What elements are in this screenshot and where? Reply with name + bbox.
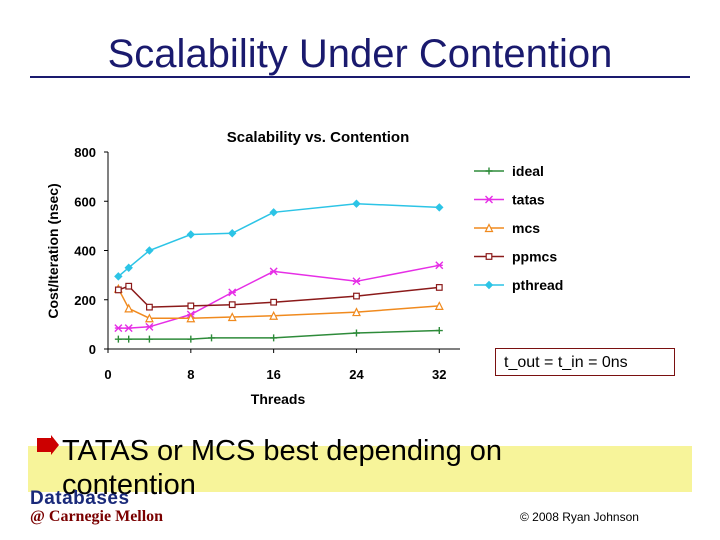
data-point-pthread xyxy=(114,272,123,281)
legend-marker-ideal xyxy=(485,167,493,175)
data-point-tatas xyxy=(228,288,237,297)
slide-title: Scalability Under Contention xyxy=(107,32,613,76)
legend-label-mcs: mcs xyxy=(512,220,540,236)
data-point-mcs xyxy=(124,303,134,313)
logo-cmu-text: @ Carnegie Mellon xyxy=(30,508,164,525)
data-point-pthread xyxy=(124,263,133,272)
data-point-pthread xyxy=(269,208,278,217)
data-point-pthread xyxy=(228,229,237,238)
legend-label-pthread: pthread xyxy=(512,277,563,293)
data-point-ideal xyxy=(125,335,133,343)
data-point-pthread xyxy=(435,203,444,212)
series-line-ppmcs xyxy=(118,285,440,308)
y-tick-label: 600 xyxy=(74,194,96,209)
x-tick-label: 32 xyxy=(432,367,446,382)
data-point-pthread xyxy=(186,230,196,239)
data-point-ppmcs xyxy=(270,298,278,306)
data-point-ideal xyxy=(114,335,122,343)
data-point-ppmcs xyxy=(228,301,236,309)
data-point-ppmcs xyxy=(435,284,443,291)
legend-label-ideal: ideal xyxy=(512,163,544,179)
data-point-ppmcs xyxy=(146,303,153,311)
data-point-ppmcs xyxy=(187,302,195,310)
y-tick-label: 0 xyxy=(89,342,96,357)
series-line-pthread xyxy=(117,202,440,277)
x-tick-label: 24 xyxy=(349,367,364,382)
y-tick-label: 400 xyxy=(74,244,96,259)
legend-marker-tatas xyxy=(485,195,493,204)
series-line-mcs xyxy=(117,288,440,319)
data-point-mcs xyxy=(434,301,444,311)
data-point-mcs xyxy=(186,313,196,323)
legend-marker-mcs xyxy=(484,223,494,233)
bullet-text: TATAS or MCS best depending on contentio… xyxy=(62,435,503,501)
data-point-ppmcs xyxy=(114,286,122,294)
data-point-tatas xyxy=(435,261,444,270)
y-tick-label: 200 xyxy=(74,293,96,308)
y-tick-label: 800 xyxy=(74,145,96,160)
title-underline xyxy=(30,76,690,78)
chart-title: Scalability vs. Contention xyxy=(227,129,410,146)
legend-label-tatas: tatas xyxy=(512,192,545,208)
y-axis-label: Cost/Iteration (nsec) xyxy=(45,183,61,318)
copyright: © 2008 Ryan Johnson xyxy=(520,510,639,524)
data-point-ideal xyxy=(352,329,360,337)
data-point-pthread xyxy=(352,199,361,208)
data-point-ideal xyxy=(145,335,153,343)
series-line-ideal xyxy=(118,329,440,340)
data-point-tatas xyxy=(145,322,154,331)
databases-logo: Databases @ Carnegie Mellon xyxy=(28,488,208,528)
data-point-mcs xyxy=(269,310,279,320)
logo-databases-text: Databases xyxy=(30,488,130,509)
data-point-ideal xyxy=(187,335,195,343)
data-point-ideal xyxy=(208,334,216,342)
x-tick-label: 16 xyxy=(266,367,280,382)
x-tick-label: 8 xyxy=(187,367,194,382)
data-point-tatas xyxy=(269,267,278,276)
data-point-ppmcs xyxy=(125,282,133,290)
data-point-tatas xyxy=(114,324,123,333)
data-point-mcs xyxy=(352,307,361,317)
bullet-highlight xyxy=(28,446,692,492)
legend-marker-pthread xyxy=(484,280,494,290)
contention-note: t_out = t_in = 0ns xyxy=(495,348,675,376)
data-point-tatas xyxy=(352,277,361,286)
data-point-ideal xyxy=(435,327,443,335)
data-point-pthread xyxy=(145,246,154,255)
data-point-mcs xyxy=(227,312,237,322)
bullet-arrow-icon xyxy=(37,435,59,455)
legend-marker-ppmcs xyxy=(485,253,493,260)
data-point-ideal xyxy=(270,334,278,342)
data-point-tatas xyxy=(124,324,133,333)
data-point-ppmcs xyxy=(353,292,360,300)
x-tick-label: 0 xyxy=(104,367,111,382)
x-axis-label: Threads xyxy=(251,391,306,407)
data-point-mcs xyxy=(144,313,154,323)
legend-label-ppmcs: ppmcs xyxy=(512,249,557,265)
